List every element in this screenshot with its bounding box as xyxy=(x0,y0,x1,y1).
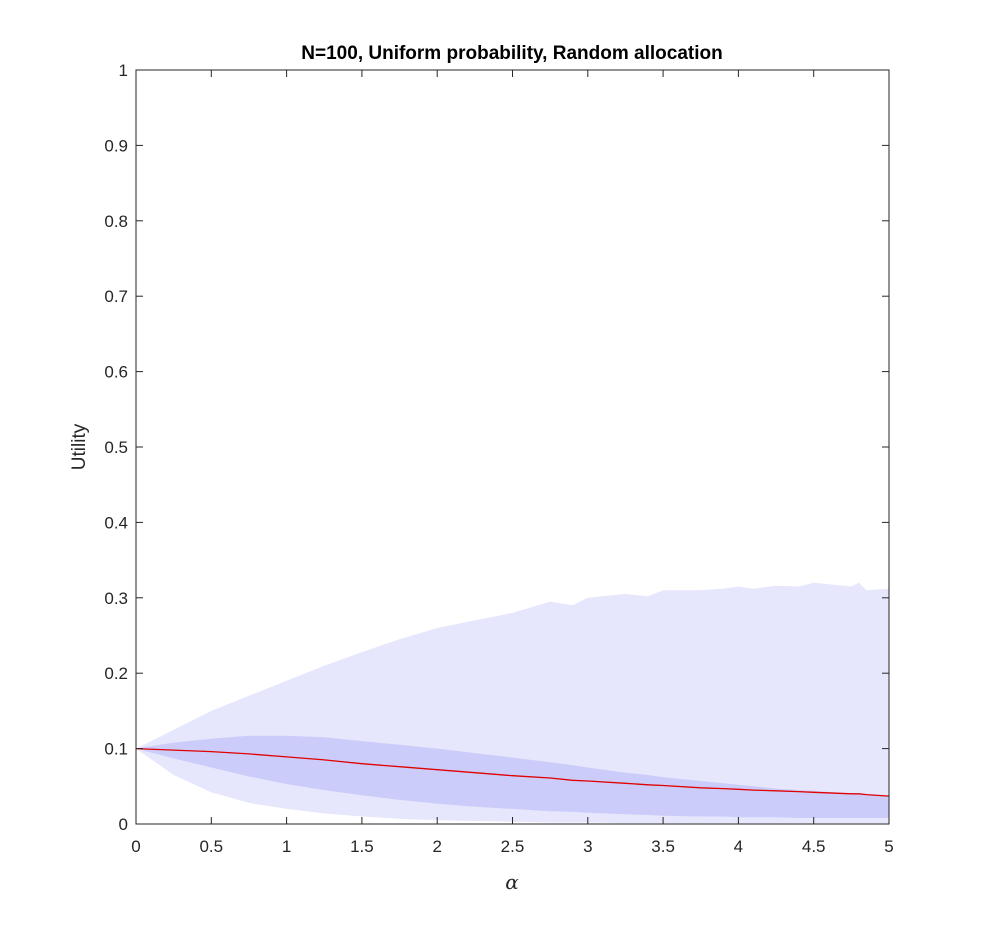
y-tick-label: 0.9 xyxy=(104,136,128,155)
y-tick-label: 0 xyxy=(119,815,128,834)
y-tick-label: 0.5 xyxy=(104,438,128,457)
y-tick-label: 1 xyxy=(119,61,128,80)
x-tick-label: 2 xyxy=(432,837,441,856)
y-tick-label: 0.6 xyxy=(104,363,128,382)
x-tick-label: 0 xyxy=(131,837,140,856)
y-tick-label: 0.7 xyxy=(104,287,128,306)
y-tick-label: 0.3 xyxy=(104,589,128,608)
x-tick-label: 3.5 xyxy=(651,837,675,856)
x-tick-label: 1.5 xyxy=(350,837,374,856)
x-tick-label: 0.5 xyxy=(199,837,223,856)
x-tick-label: 4 xyxy=(734,837,743,856)
x-axis: 0 0.5 1 1.5 2 2.5 3 3.5 4 4.5 5 xyxy=(131,70,894,856)
x-axis-label: α xyxy=(505,870,519,894)
x-tick-label: 5 xyxy=(884,837,893,856)
x-tick-label: 4.5 xyxy=(802,837,826,856)
x-tick-label: 3 xyxy=(583,837,592,856)
inner-band-area xyxy=(136,735,889,818)
y-tick-label: 0.1 xyxy=(104,740,128,759)
x-tick-label: 1 xyxy=(282,837,291,856)
y-tick-label: 0.2 xyxy=(104,664,128,683)
x-tick-label: 2.5 xyxy=(501,837,525,856)
y-tick-label: 0.4 xyxy=(104,513,128,532)
y-axis-label: Utility xyxy=(69,423,90,470)
plot-area xyxy=(135,582,890,824)
mean-line xyxy=(135,747,890,797)
y-tick-label: 0.8 xyxy=(104,212,128,231)
y-axis: 0 0.1 0.2 0.3 0.4 0.5 0.6 0.7 0.8 0.9 1 xyxy=(104,61,889,834)
chart-title: N=100, Uniform probability, Random alloc… xyxy=(301,43,722,64)
